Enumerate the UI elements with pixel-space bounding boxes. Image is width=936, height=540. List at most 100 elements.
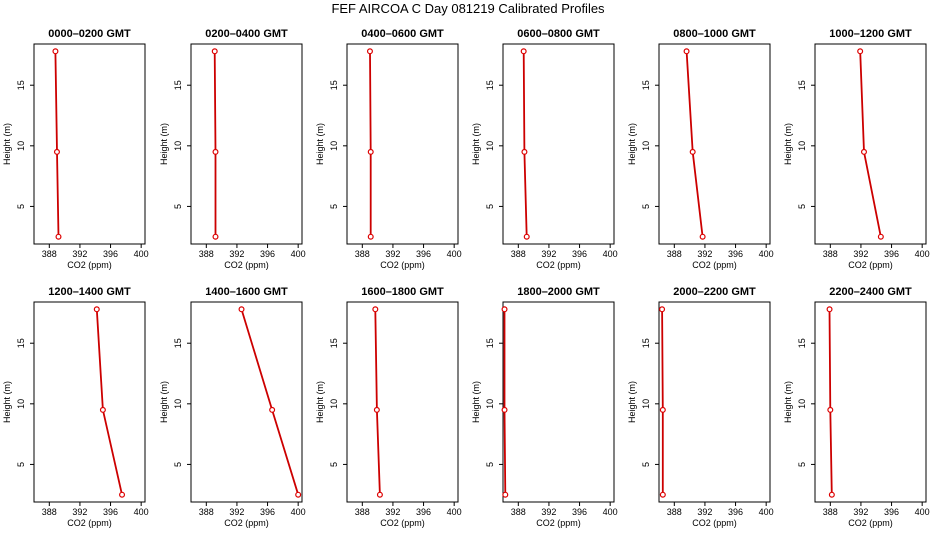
x-tick-label: 392 [229,507,244,517]
chart-panel-10: 1800–2000 GMT 388 392 396 400 CO2 (ppm) 5 10 15 H… [471,286,618,528]
x-tick-label: 388 [823,507,838,517]
x-tick-label: 396 [103,507,118,517]
x-tick-label: 388 [511,249,526,259]
y-tick-label: 15 [797,80,807,90]
data-point [523,233,530,240]
y-tick-label: 10 [173,141,183,151]
plot-frame [814,301,927,503]
y-tick-label: 10 [329,141,339,151]
y-tick-label: 10 [485,141,495,151]
x-tick-label: 396 [884,249,899,259]
x-tick-label: 392 [697,249,712,259]
x-tick-label: 400 [915,249,930,259]
x-tick-label: 392 [72,507,87,517]
x-tick-label: 400 [447,507,462,517]
x-tick-label: 400 [447,249,462,259]
x-tick-label: 392 [853,249,868,259]
y-tick-label: 5 [173,204,183,209]
x-tick-label: 392 [541,249,556,259]
profile-line [213,51,217,237]
data-point [826,306,833,313]
plot-frame [502,301,615,503]
x-tick-label: 396 [103,249,118,259]
x-tick-label: 388 [355,507,370,517]
panel-title: 0000–0200 GMT [48,28,131,40]
x-tick-label: 396 [728,507,743,517]
data-point [502,491,509,498]
x-tick-label: 396 [572,249,587,259]
y-tick-label: 10 [16,399,26,409]
data-point [366,48,373,55]
x-tick-label: 392 [385,249,400,259]
x-tick-label: 396 [260,249,275,259]
y-axis-label: Height (m) [315,123,325,165]
chart-panel-2: 0200–0400 GMT 388 392 396 400 CO2 (ppm) 5 10 15 H… [159,28,306,270]
y-tick-label: 15 [16,338,26,348]
x-tick-label: 388 [199,507,214,517]
x-tick-label: 388 [823,249,838,259]
x-tick-label: 392 [853,507,868,517]
y-axis-label: Height (m) [783,381,793,423]
y-axis-label: Height (m) [783,123,793,165]
y-axis-label: Height (m) [159,381,169,423]
panel-title: 1400–1600 GMT [205,286,288,298]
x-tick-label: 392 [697,507,712,517]
y-tick-label: 15 [485,338,495,348]
data-point [857,48,864,55]
profile-line [369,51,372,237]
data-point [689,148,696,155]
y-tick-label: 5 [797,462,807,467]
y-axis-label: Height (m) [315,381,325,423]
profile-line [685,51,704,237]
data-point [877,233,884,240]
y-tick-label: 10 [329,399,339,409]
panel-title: 2000–2200 GMT [673,286,756,298]
data-point [501,406,508,413]
data-point [295,491,302,498]
plot-frame [33,301,146,503]
y-tick-label: 15 [641,80,651,90]
x-tick-label: 388 [511,507,526,517]
panel-title: 0200–0400 GMT [205,28,288,40]
y-tick-label: 5 [485,204,495,209]
panel-title: 0600–0800 GMT [517,28,600,40]
profile-line [54,51,60,237]
x-tick-label: 400 [603,507,618,517]
data-point [521,148,528,155]
y-tick-label: 5 [16,204,26,209]
data-point [367,148,374,155]
x-tick-label: 400 [759,249,774,259]
x-tick-label: 392 [72,249,87,259]
profile-line [374,309,381,495]
x-axis-label: CO2 (ppm) [848,518,893,528]
data-point [520,48,527,55]
y-tick-label: 15 [641,338,651,348]
x-tick-label: 396 [728,249,743,259]
profile-line [661,309,664,495]
y-tick-label: 5 [485,462,495,467]
plot-frame [190,301,303,503]
data-point [52,48,59,55]
x-tick-label: 400 [915,507,930,517]
y-axis-label: Height (m) [627,381,637,423]
x-tick-label: 392 [541,507,556,517]
data-point [501,306,508,313]
plot-frame [346,43,459,245]
y-tick-label: 15 [329,80,339,90]
profile-line [503,309,507,495]
profile-line [859,51,882,237]
y-tick-label: 15 [16,80,26,90]
panel-title: 0400–0600 GMT [361,28,444,40]
x-axis-label: CO2 (ppm) [380,260,425,270]
x-tick-label: 388 [667,249,682,259]
plot-frame [190,43,303,245]
profile-line [522,51,528,237]
y-tick-label: 10 [173,399,183,409]
x-axis-label: CO2 (ppm) [67,260,112,270]
data-point [93,306,100,313]
x-axis-label: CO2 (ppm) [67,518,112,528]
data-point [827,406,834,413]
x-tick-label: 400 [603,249,618,259]
data-point [376,491,383,498]
profile-line [95,309,123,495]
